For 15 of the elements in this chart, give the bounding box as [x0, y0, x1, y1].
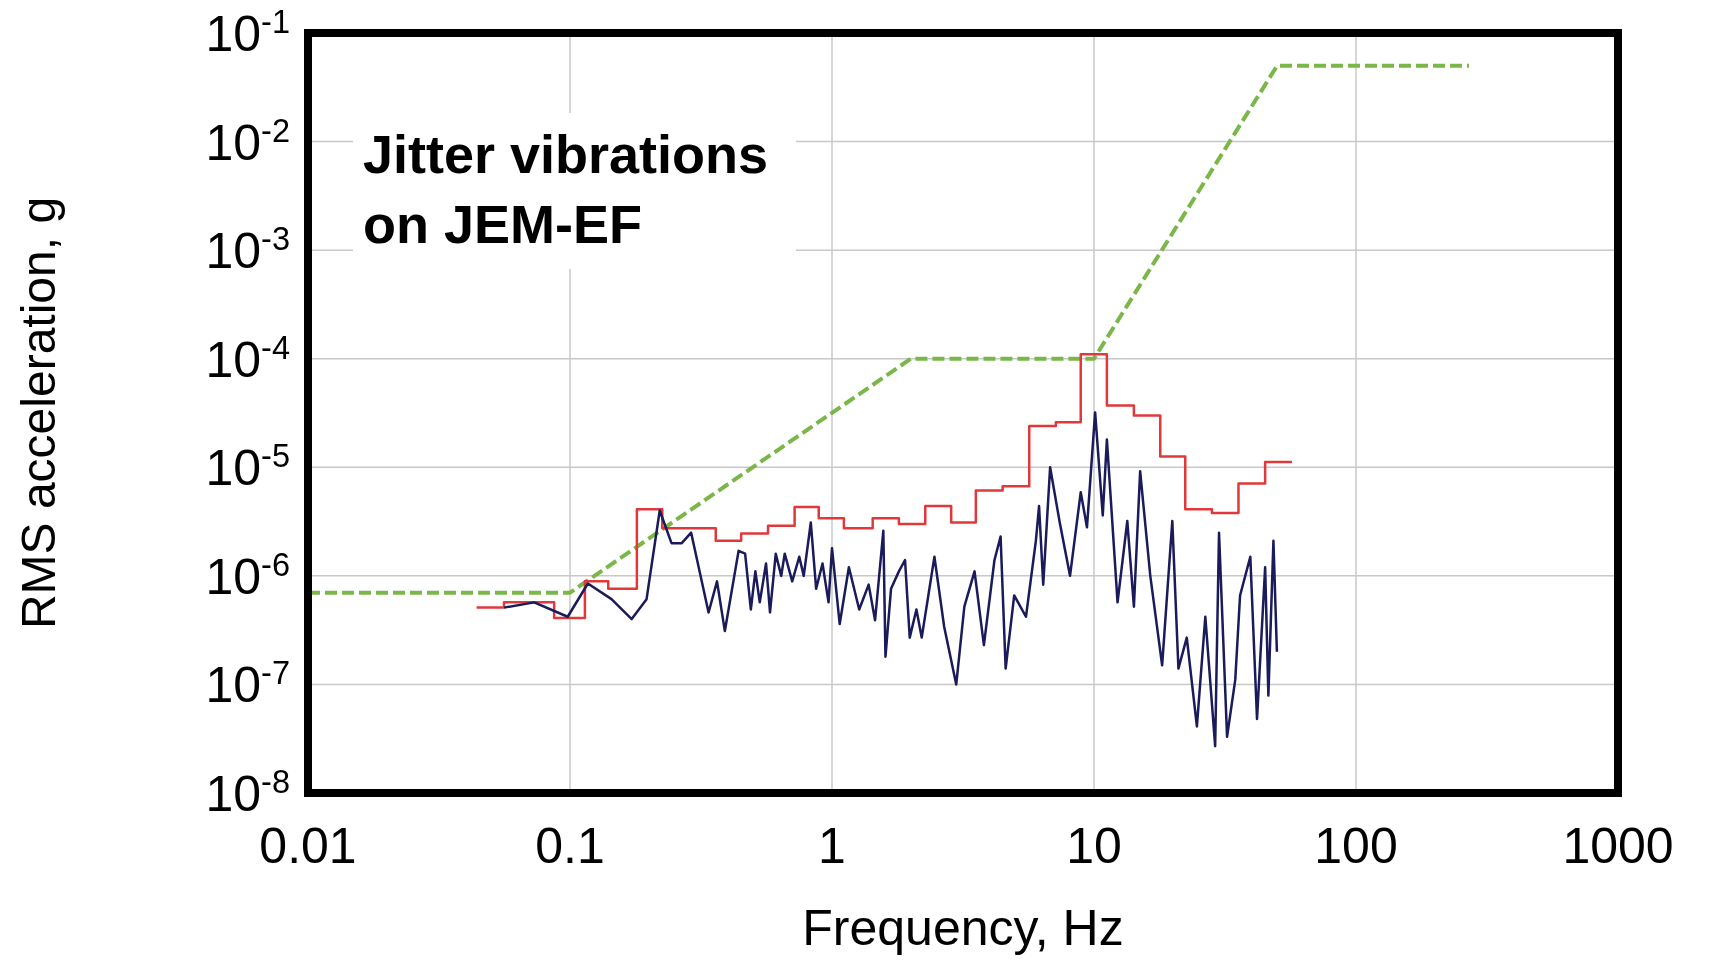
- x-tick-label: 1: [818, 818, 846, 874]
- y-tick-label: 10$^{-4}$: [205, 329, 290, 388]
- text: Jitter vibrations on JEM-EF: [353, 113, 797, 270]
- y-tick-label: 10$^{-2}$: [205, 112, 290, 171]
- y-tick-label: 10$^{-1}$: [205, 4, 290, 62]
- y-tick-label: 10$^{-6}$: [205, 546, 290, 605]
- x-tick-label: 0.1: [535, 818, 605, 874]
- y-axis-title: RMS acceleration, g: [12, 196, 66, 630]
- x-tick-label: 1000: [1562, 818, 1674, 874]
- y-tick-label: 10$^{-5}$: [205, 438, 290, 497]
- x-axis-title: Frequency, Hz: [802, 900, 1124, 956]
- y-tick-label: 10$^{-3}$: [205, 221, 290, 280]
- x-tick-label: 10: [1066, 818, 1122, 874]
- y-tick-label: 10$^{-7}$: [205, 655, 290, 714]
- x-tick-label: 100: [1314, 818, 1398, 874]
